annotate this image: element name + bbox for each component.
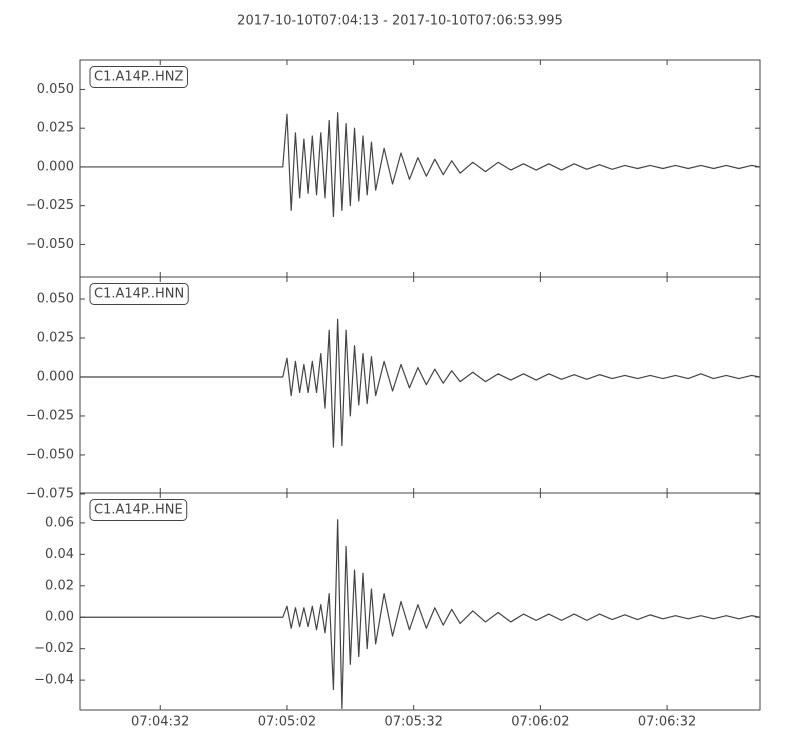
plot-frame <box>79 59 761 278</box>
trace-label: C1.A14P..HNN <box>94 287 184 302</box>
x-tick-label: 07:04:32 <box>131 715 189 730</box>
x-tick-label: 07:06:32 <box>638 715 696 730</box>
waveform <box>80 318 760 448</box>
y-tick-label: 0.000 <box>37 159 74 174</box>
y-tick-label: 0.050 <box>37 291 74 306</box>
figure-title: 2017-10-10T07:04:13 - 2017-10-10T07:06:5… <box>237 14 563 29</box>
y-tick-label: −0.075 <box>26 486 74 501</box>
x-tick-label: 07:05:32 <box>384 715 442 730</box>
plot-frame <box>79 276 761 494</box>
plot-frame <box>79 492 761 711</box>
y-tick-label: 0.025 <box>37 330 74 345</box>
y-tick-label: 0.025 <box>37 121 74 136</box>
y-tick-label: −0.025 <box>26 198 74 213</box>
trace-label-box <box>89 499 188 521</box>
y-tick-label: 0.00 <box>45 610 74 625</box>
y-tick-label: −0.025 <box>26 408 74 423</box>
y-tick-label: 0.000 <box>37 369 74 384</box>
y-tick-label: 0.02 <box>45 578 74 593</box>
y-tick-label: −0.050 <box>26 447 74 462</box>
trace-group <box>80 318 760 448</box>
trace-label-box <box>89 283 189 305</box>
trace-label: C1.A14P..HNE <box>94 503 183 518</box>
trace-group <box>80 519 760 710</box>
trace-label: C1.A14P..HNZ <box>94 70 183 85</box>
y-tick-label: 0.06 <box>45 515 74 530</box>
x-tick-label: 07:06:02 <box>511 715 569 730</box>
y-tick-label: −0.02 <box>34 641 74 656</box>
y-tick-label: −0.04 <box>34 673 74 688</box>
trace-group <box>80 112 760 218</box>
y-tick-label: −0.050 <box>26 237 74 252</box>
trace-label-box <box>89 66 188 88</box>
y-tick-label: 0.050 <box>37 82 74 97</box>
x-tick-label: 07:05:02 <box>258 715 316 730</box>
waveform <box>80 112 760 218</box>
waveform <box>80 519 760 710</box>
y-tick-label: 0.04 <box>45 547 74 562</box>
